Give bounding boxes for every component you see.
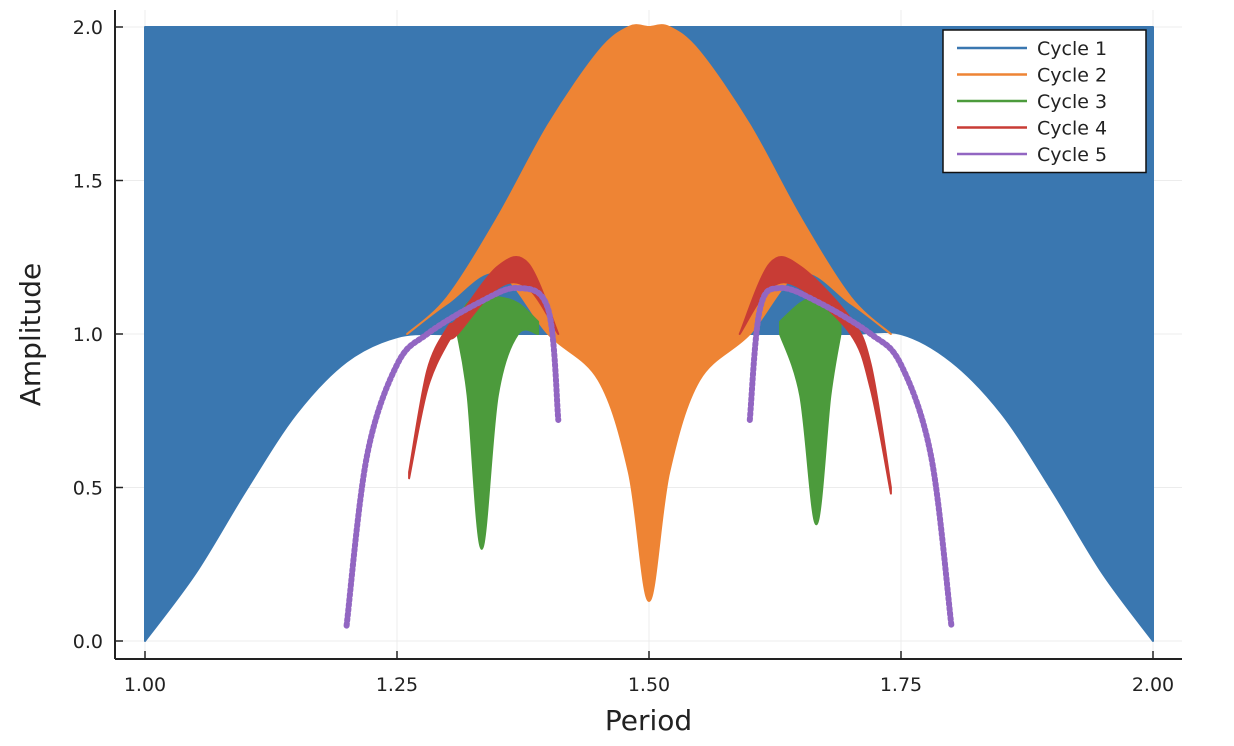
plot-area	[144, 24, 1154, 642]
series-2	[406, 24, 892, 603]
y-tick-label: 0.0	[73, 631, 103, 653]
y-tick-label: 1.0	[73, 324, 103, 346]
y-tick-label: 1.5	[73, 171, 103, 193]
legend: Cycle 1 Cycle 2 Cycle 3 Cycle 4 Cycle 5	[942, 29, 1147, 174]
x-axis-label: Period	[605, 704, 692, 737]
x-tick-label: 1.50	[628, 674, 670, 696]
x-tick-label: 1.75	[880, 674, 922, 696]
legend-label: Cycle 3	[1037, 91, 1107, 113]
y-tick-label: 0.5	[73, 478, 103, 500]
legend-label: Cycle 4	[1037, 118, 1107, 140]
series-curve	[343, 284, 562, 629]
series-band	[738, 255, 892, 495]
x-tick-label: 1.00	[124, 674, 166, 696]
series-5	[343, 284, 955, 629]
legend-label: Cycle 2	[1037, 65, 1107, 87]
y-axis-label: Amplitude	[14, 263, 47, 407]
series-band	[406, 24, 892, 603]
series-band	[779, 296, 842, 526]
legend-label: Cycle 5	[1037, 144, 1107, 166]
series-curve	[746, 284, 955, 629]
x-tick-label: 2.00	[1132, 674, 1174, 696]
axes	[114, 10, 1182, 660]
legend-label: Cycle 1	[1037, 38, 1107, 60]
y-tick-label: 2.0	[73, 17, 103, 39]
tick-labels: 1.00 1.25 1.50 1.75 2.00 0.0 0.5 1.0 1.5 2.0	[73, 17, 1174, 696]
x-tick-label: 1.25	[376, 674, 418, 696]
